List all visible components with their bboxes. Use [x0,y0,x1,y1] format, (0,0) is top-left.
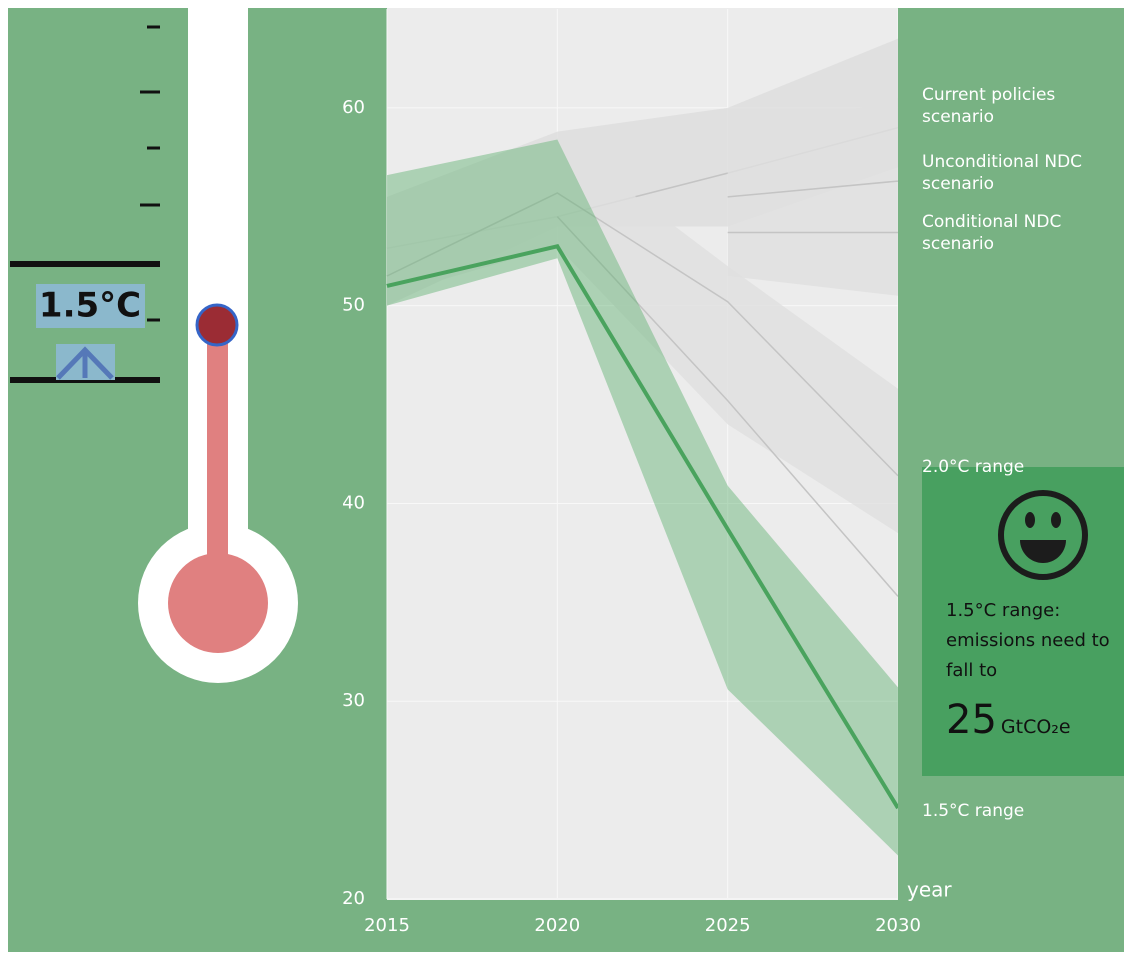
legend-label: 2.0°C range [922,456,1102,478]
y-tick-label: 30 [342,690,365,711]
x-tick-label: 2025 [705,915,751,936]
value: 25 [946,697,997,743]
smiley-eye [1025,512,1035,528]
legend-label: Conditional NDC scenario [922,211,1102,255]
smiley-eye [1051,512,1061,528]
thermometer-knob[interactable] [197,305,237,345]
legend-label: 1.5°C range [922,800,1102,822]
page: 1.5°C 20304050602015202020252030year Cur… [0,0,1124,953]
y-tick-label: 40 [342,492,365,513]
y-tick-label: 60 [342,97,365,118]
x-tick-label: 2030 [875,915,921,936]
legend-label: Unconditional NDC scenario [922,151,1102,195]
unit: GtCO₂e [1001,716,1071,738]
thermometer-label: 1.5°C [39,286,141,326]
y-tick-label: 50 [342,295,365,316]
legend-label: Current policies scenario [922,84,1102,128]
card-text: 1.5°C range: emissions need to fall to [946,596,1124,686]
x-tick-label: 2015 [364,915,410,936]
x-axis-label: year [907,878,952,902]
x-tick-label: 2020 [534,915,580,936]
y-tick-label: 20 [342,888,365,909]
thermometer-bulb [168,553,268,653]
